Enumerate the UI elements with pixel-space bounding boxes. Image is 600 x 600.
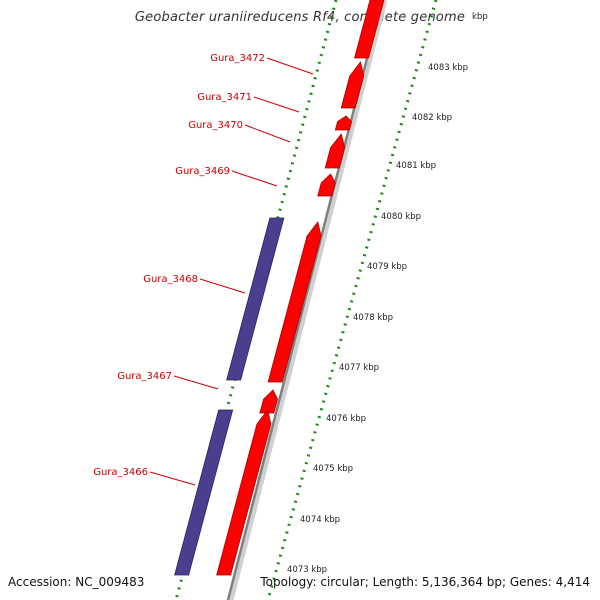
backbone-shadow — [228, 0, 388, 600]
reverse-gene-arrow[interactable] — [174, 409, 234, 576]
gene-labels: Gura_3466 Gura_3467 Gura_3468 Gura_3469 Gura… — [93, 53, 314, 486]
forward-gene-arrow[interactable] — [354, 0, 385, 59]
gene-label-leader — [253, 96, 300, 113]
gene-label: Gura_3466 — [93, 467, 148, 478]
gene-label: Gura_3469 — [175, 166, 230, 177]
gene-label: Gura_3471 — [197, 92, 252, 103]
scale-label: 4081 kbp — [396, 161, 436, 171]
forward-gene-arrow[interactable] — [267, 221, 322, 383]
gene-label-leader — [149, 471, 196, 486]
scale-label: 4080 kbp — [381, 212, 421, 222]
accession-text: Accession: NC_009483 — [8, 575, 145, 589]
forward-gene-arrow[interactable] — [259, 389, 278, 414]
forward-gene-arrow[interactable] — [317, 173, 336, 197]
gene-label-leader — [231, 170, 278, 187]
gene-label: Gura_3467 — [117, 371, 172, 382]
scale-label: 4075 kbp — [313, 464, 353, 474]
scale-label: 4073 kbp — [287, 565, 327, 575]
forward-gene-arrow[interactable] — [340, 61, 365, 109]
gene-label-leader — [173, 375, 219, 390]
scale-label: 4077 kbp — [339, 363, 379, 373]
forward-gene-arrow[interactable] — [216, 409, 272, 576]
scale-label: 4076 kbp — [326, 414, 366, 424]
gene-features — [174, 0, 385, 576]
forward-gene-arrow[interactable] — [324, 133, 346, 169]
reverse-gene-arrow[interactable] — [226, 217, 285, 381]
scale-label: 4083 kbp — [428, 63, 468, 73]
gene-label-leader — [244, 124, 291, 143]
gene-label: Gura_3468 — [143, 274, 198, 285]
gene-label-leader — [266, 57, 314, 75]
scale-label: kbp — [472, 12, 488, 22]
scale-labels: 4073 kbp 4074 kbp 4075 kbp 4076 kbp 4077 kbp… — [287, 12, 488, 575]
scale-label: 4074 kbp — [300, 515, 340, 525]
topology-text: Topology: circular; Length: 5,136,364 bp… — [260, 575, 590, 589]
gene-label: Gura_3470 — [188, 120, 243, 131]
gene-label-leader — [199, 278, 246, 294]
scale-label: 4079 kbp — [367, 262, 407, 272]
scale-label: 4078 kbp — [353, 313, 393, 323]
scale-label: 4082 kbp — [412, 113, 452, 123]
gene-label: Gura_3472 — [210, 53, 265, 64]
forward-gene-arrow[interactable] — [334, 115, 353, 131]
